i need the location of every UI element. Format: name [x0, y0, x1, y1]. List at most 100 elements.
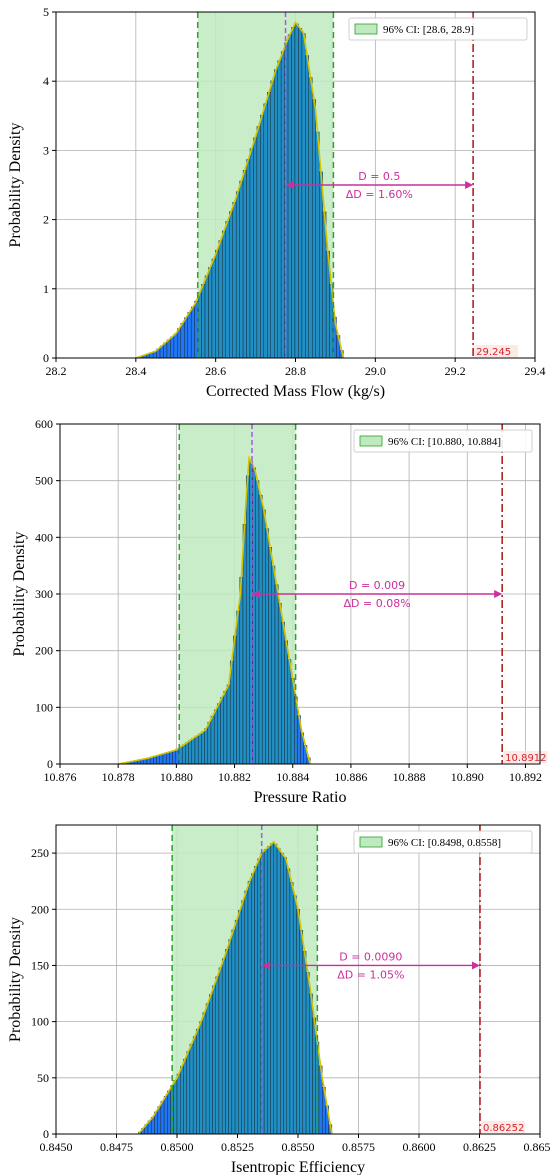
y-tick-label: 2: [43, 213, 49, 227]
legend-box: [353, 830, 533, 854]
histogram-bar: [312, 1017, 316, 1135]
histogram-bar: [265, 528, 269, 765]
histogram-bar: [229, 211, 233, 359]
y-axis-label: Probability Density: [11, 532, 28, 657]
histogram-bar: [239, 180, 244, 359]
x-tick-label: 29.2: [445, 364, 466, 378]
x-tick-label: 28.4: [125, 364, 146, 378]
legend-label: 96% CI: [28.6, 28.9]: [383, 24, 474, 36]
histogram-bar: [194, 735, 199, 765]
arrow-head-left: [252, 590, 260, 598]
histogram-bar: [185, 742, 189, 765]
histogram-bar: [217, 703, 221, 765]
histogram-bar: [260, 114, 265, 359]
x-tick-label: 10.882: [218, 770, 251, 784]
histogram-bar: [290, 677, 295, 765]
histogram-bar: [173, 333, 178, 359]
histogram-bar: [258, 494, 263, 765]
x-tick-label: 10.880: [160, 770, 193, 784]
histogram-bar: [252, 467, 256, 765]
y-tick-label: 100: [35, 700, 53, 714]
x-tick-label: 0.8475: [100, 1140, 133, 1154]
x-axis-label: Isentropic Efficiency: [231, 1159, 365, 1175]
histogram-bar: [225, 949, 229, 1135]
histogram-bar: [157, 1106, 162, 1135]
histogram-bar: [190, 306, 195, 359]
x-tick-label: 28.2: [46, 364, 67, 378]
histogram-bar: [298, 28, 303, 359]
histogram-bar: [160, 1101, 165, 1135]
histogram-bar: [215, 249, 220, 359]
annotation-delta-d: ΔD = 0.08%: [344, 597, 411, 610]
histogram-bar: [267, 846, 271, 1135]
histogram-bar: [292, 895, 297, 1135]
arrow-head-left: [285, 181, 294, 189]
histogram-bar: [289, 882, 294, 1135]
x-tick-label: 29.0: [365, 364, 386, 378]
histogram-bar: [215, 976, 220, 1135]
histogram-bar: [223, 690, 228, 765]
histogram-bar: [239, 576, 244, 765]
histogram-bar: [270, 80, 275, 359]
reference-label: 29.245: [476, 347, 511, 358]
y-tick-label: 0: [43, 1127, 49, 1141]
histogram-bar: [309, 993, 313, 1135]
histogram-bar: [268, 547, 272, 765]
y-tick-label: 4: [43, 74, 49, 88]
histogram-bar: [277, 60, 282, 359]
chart-2: 10.8912 D = 0.009 ΔD = 0.08% 96% CI: [10.88…: [11, 417, 548, 806]
density-curve: [118, 455, 311, 765]
x-tick-label: 0.8525: [221, 1140, 254, 1154]
histogram-bar: [286, 868, 291, 1135]
annotation-d: D = 0.0090: [339, 950, 402, 963]
histogram-bar: [213, 709, 218, 765]
histogram-bar: [199, 1021, 204, 1135]
histogram-bar: [242, 169, 247, 359]
histogram-bar: [267, 92, 271, 359]
arrow-head-left: [261, 961, 270, 970]
histogram-bar: [188, 740, 192, 765]
x-tick-label: 28.6: [205, 364, 226, 378]
histogram-bar: [196, 1028, 200, 1135]
reference-label-bg: [480, 1121, 525, 1133]
histogram-bar: [247, 880, 252, 1135]
y-axis-label: Probability Density: [7, 917, 24, 1042]
histogram-bar: [180, 1066, 184, 1135]
histogram-bar: [291, 27, 296, 359]
x-tick-label: 29.4: [525, 364, 546, 378]
x-tick-label: 0.8550: [282, 1140, 315, 1154]
legend-swatch: [354, 23, 378, 35]
histogram-bar: [296, 909, 300, 1135]
y-axis-label: Probability Density: [7, 123, 24, 248]
histogram-bar: [209, 994, 213, 1135]
histogram-bar: [163, 1095, 168, 1135]
y-tick-label: 200: [31, 902, 49, 916]
histogram-bar: [167, 1090, 171, 1135]
histogram-bar: [241, 900, 245, 1135]
chart-3: 0.86252 D = 0.0090 ΔD = 1.05% 96% CI: [0.84…: [7, 824, 550, 1175]
legend-swatch: [359, 435, 383, 447]
histogram-bar: [212, 985, 216, 1135]
arrow-head-right: [471, 961, 480, 970]
histogram-bar: [315, 131, 320, 359]
histogram-bar: [277, 603, 282, 765]
histogram-bar: [233, 635, 237, 765]
histogram-bar: [231, 929, 236, 1135]
annotation-d: D = 0.009: [349, 579, 405, 592]
histogram-bar: [276, 848, 281, 1135]
histogram-bar: [226, 684, 231, 765]
y-tick-label: 5: [43, 5, 49, 19]
histogram-bar: [218, 240, 223, 359]
histogram-bar: [261, 509, 266, 765]
histogram-bar: [294, 23, 299, 359]
histogram-bar: [242, 523, 247, 765]
histogram-bar: [166, 339, 171, 359]
x-axis-label: Corrected Mass Flow (kg/s): [206, 383, 385, 400]
histogram-bar: [180, 322, 185, 359]
histogram-bar: [253, 137, 258, 359]
histogram-bar: [201, 731, 205, 765]
legend-label: 96% CI: [0.8498, 0.8558]: [388, 837, 501, 849]
x-tick-label: 10.876: [44, 770, 77, 784]
histogram-bar: [221, 958, 226, 1135]
